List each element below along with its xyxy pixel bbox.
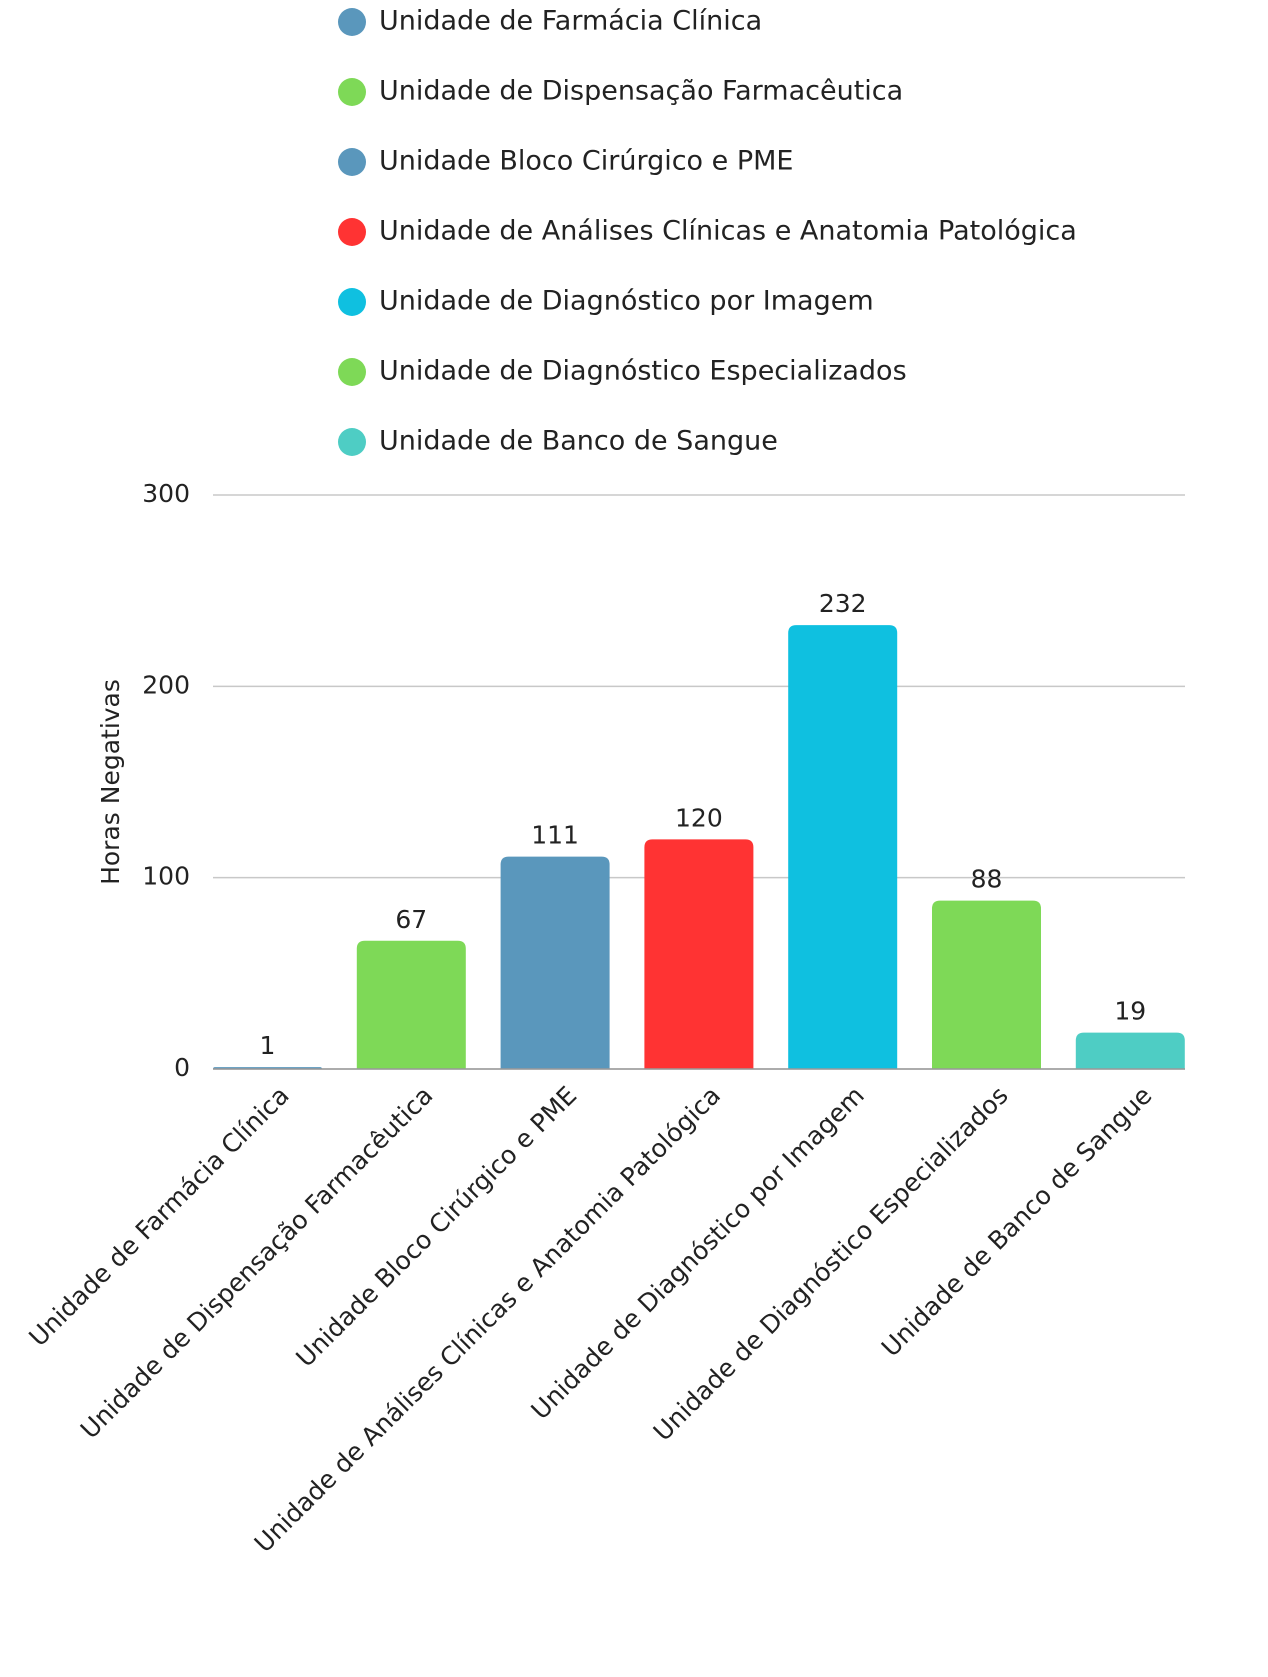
y-axis-label: Horas Negativas (96, 679, 125, 885)
x-tick-label: Unidade Bloco Cirúrgico e PME (290, 1081, 582, 1373)
data-label: 1 (260, 1031, 276, 1060)
legend-label: Unidade de Diagnóstico por Imagem (379, 286, 874, 317)
legend-swatch (338, 218, 366, 246)
legend-label: Unidade Bloco Cirúrgico e PME (379, 146, 794, 177)
y-tick-label: 0 (174, 1053, 190, 1082)
data-label: 120 (675, 803, 723, 832)
bar (788, 625, 898, 1069)
legend-swatch (338, 428, 366, 456)
bar (932, 900, 1041, 1069)
x-tick-label: Unidade de Análises Clínicas e Anatomia … (249, 1081, 726, 1558)
bar (356, 940, 466, 1069)
bar (500, 856, 610, 1069)
legend-swatch (338, 288, 366, 316)
data-label: 232 (819, 589, 867, 618)
data-label: 111 (531, 821, 579, 850)
x-tick-label: Unidade de Farmácia Clínica (23, 1081, 294, 1352)
bar (1075, 1032, 1185, 1069)
legend-swatch (338, 8, 366, 36)
x-tick-label: Unidade de Diagnóstico por Imagem (526, 1081, 870, 1425)
y-tick-label: 300 (142, 479, 190, 508)
y-tick-label: 100 (142, 862, 190, 891)
legend-label: Unidade de Banco de Sangue (379, 426, 778, 457)
legend-swatch (338, 148, 366, 176)
legend-swatch (338, 78, 366, 106)
data-label: 19 (1114, 997, 1146, 1026)
x-tick-label: Unidade de Banco de Sangue (876, 1081, 1158, 1363)
legend-label: Unidade de Farmácia Clínica (379, 6, 762, 37)
legend-label: Unidade de Análises Clínicas e Anatomia … (379, 216, 1077, 247)
legend-label: Unidade de Dispensação Farmacêutica (379, 76, 903, 107)
legend-swatch (338, 358, 366, 386)
data-label: 67 (395, 905, 427, 934)
y-tick-label: 200 (142, 670, 190, 699)
bar (644, 839, 754, 1069)
data-label: 88 (971, 865, 1003, 894)
legend-label: Unidade de Diagnóstico Especializados (379, 356, 907, 387)
